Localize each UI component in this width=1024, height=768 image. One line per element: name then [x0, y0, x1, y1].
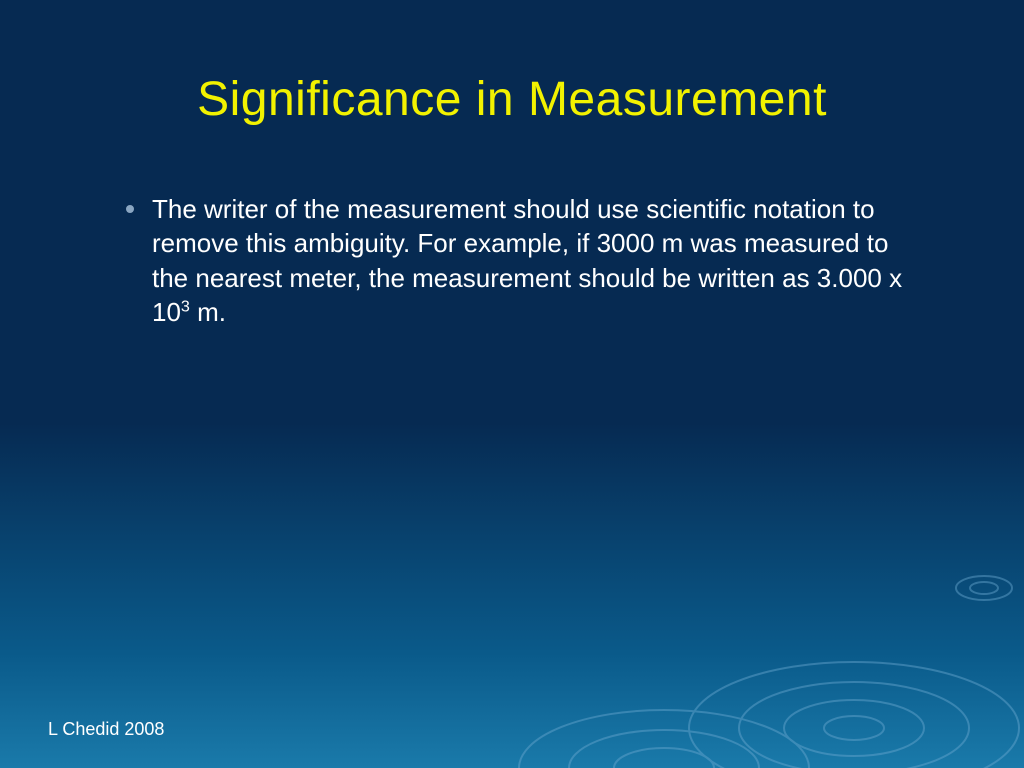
bullet-dot-icon	[126, 205, 134, 213]
bullet-text-after: m.	[190, 297, 226, 327]
bullet-text-before: The writer of the measurement should use…	[152, 194, 902, 327]
slide-title: Significance in Measurement	[0, 72, 1024, 127]
bullet-item: The writer of the measurement should use…	[150, 192, 910, 329]
ripple-decoration-icon	[464, 468, 1024, 768]
superscript: 3	[181, 297, 190, 315]
body-text-block: The writer of the measurement should use…	[150, 192, 910, 329]
bullet-text: The writer of the measurement should use…	[152, 192, 910, 329]
footer-credit: L Chedid 2008	[48, 719, 164, 740]
slide: Significance in Measurement The writer o…	[0, 0, 1024, 768]
